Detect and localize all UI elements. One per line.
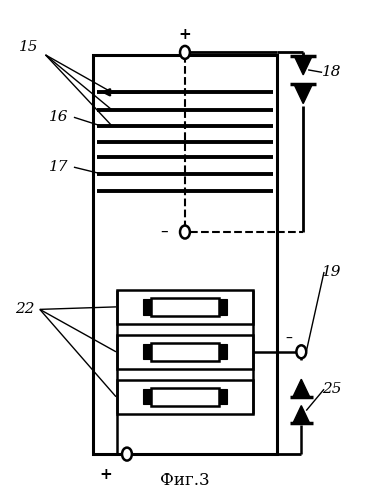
Bar: [143, 389, 151, 404]
Bar: [219, 299, 227, 314]
Polygon shape: [293, 406, 310, 423]
Bar: [143, 299, 151, 314]
Text: Фиг.3: Фиг.3: [160, 472, 210, 489]
Bar: [117, 290, 253, 324]
Text: 25: 25: [322, 382, 341, 396]
Text: 15: 15: [19, 40, 38, 54]
Bar: [143, 344, 151, 359]
Polygon shape: [294, 84, 312, 104]
Bar: [151, 298, 219, 316]
Bar: [151, 343, 219, 361]
Text: 22: 22: [15, 302, 34, 316]
Text: 19: 19: [322, 265, 341, 279]
Text: +: +: [100, 467, 113, 482]
Circle shape: [180, 46, 190, 59]
Text: 18: 18: [322, 65, 341, 79]
Bar: [219, 389, 227, 404]
Circle shape: [296, 345, 306, 358]
Polygon shape: [293, 379, 310, 397]
Text: 17: 17: [49, 160, 69, 174]
Circle shape: [122, 448, 132, 461]
Polygon shape: [294, 56, 312, 75]
Circle shape: [180, 226, 190, 239]
Bar: [151, 388, 219, 406]
Bar: [117, 380, 253, 414]
Text: 16: 16: [49, 110, 69, 124]
Bar: [117, 335, 253, 369]
Bar: [219, 344, 227, 359]
Text: –: –: [160, 224, 168, 239]
Text: +: +: [179, 27, 191, 42]
Bar: [93, 55, 277, 454]
Text: –: –: [286, 332, 293, 346]
